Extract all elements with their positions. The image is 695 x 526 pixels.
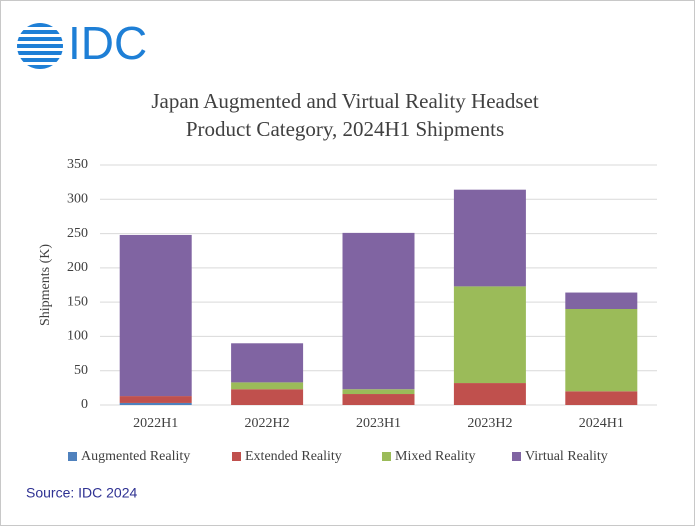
bar-segment (453, 383, 526, 405)
y-tick-label: 100 (67, 329, 88, 344)
y-axis-label: Shipments (K) (38, 244, 53, 326)
legend-label: Mixed Reality (395, 449, 476, 464)
legend-label: Extended Reality (245, 449, 342, 464)
legend-swatch (232, 452, 241, 461)
bar-segment (565, 391, 638, 405)
bar-segment (453, 189, 526, 287)
bar-segment (565, 309, 638, 392)
legend-label: Virtual Reality (525, 449, 608, 464)
bar-segment (231, 389, 304, 405)
bar-segment (231, 343, 304, 383)
bar-segment (453, 286, 526, 384)
logo-globe (17, 23, 63, 69)
logo-text: IDC (68, 17, 147, 69)
bar-segment (342, 394, 415, 405)
y-tick-label: 300 (67, 192, 88, 207)
legend-swatch (382, 452, 391, 461)
legend-label: Augmented Reality (81, 449, 190, 464)
x-tick-label: 2023H1 (356, 416, 401, 431)
y-tick-label: 0 (81, 397, 88, 412)
bar-segment (119, 396, 192, 403)
bar-segment (231, 382, 304, 390)
legend-swatch (512, 452, 521, 461)
bar-segment (342, 232, 415, 390)
x-tick-label: 2022H2 (245, 416, 290, 431)
x-tick-label: 2022H1 (133, 416, 178, 431)
bar-segment (565, 292, 638, 309)
y-tick-label: 350 (67, 157, 88, 172)
y-tick-label: 250 (67, 226, 88, 241)
chart-title: Product Category, 2024H1 Shipments (186, 117, 504, 141)
source: Source: IDC 2024 (26, 485, 137, 501)
legend-swatch (68, 452, 77, 461)
bar-segment (342, 389, 415, 395)
bar-segment (119, 234, 192, 397)
y-tick-label: 50 (74, 363, 88, 378)
bar-segment (119, 402, 192, 405)
x-tick-label: 2023H2 (467, 416, 512, 431)
y-tick-label: 200 (67, 260, 88, 275)
y-tick-label: 150 (67, 294, 88, 309)
chart-title: Japan Augmented and Virtual Reality Head… (151, 89, 538, 113)
x-tick-label: 2024H1 (579, 416, 624, 431)
